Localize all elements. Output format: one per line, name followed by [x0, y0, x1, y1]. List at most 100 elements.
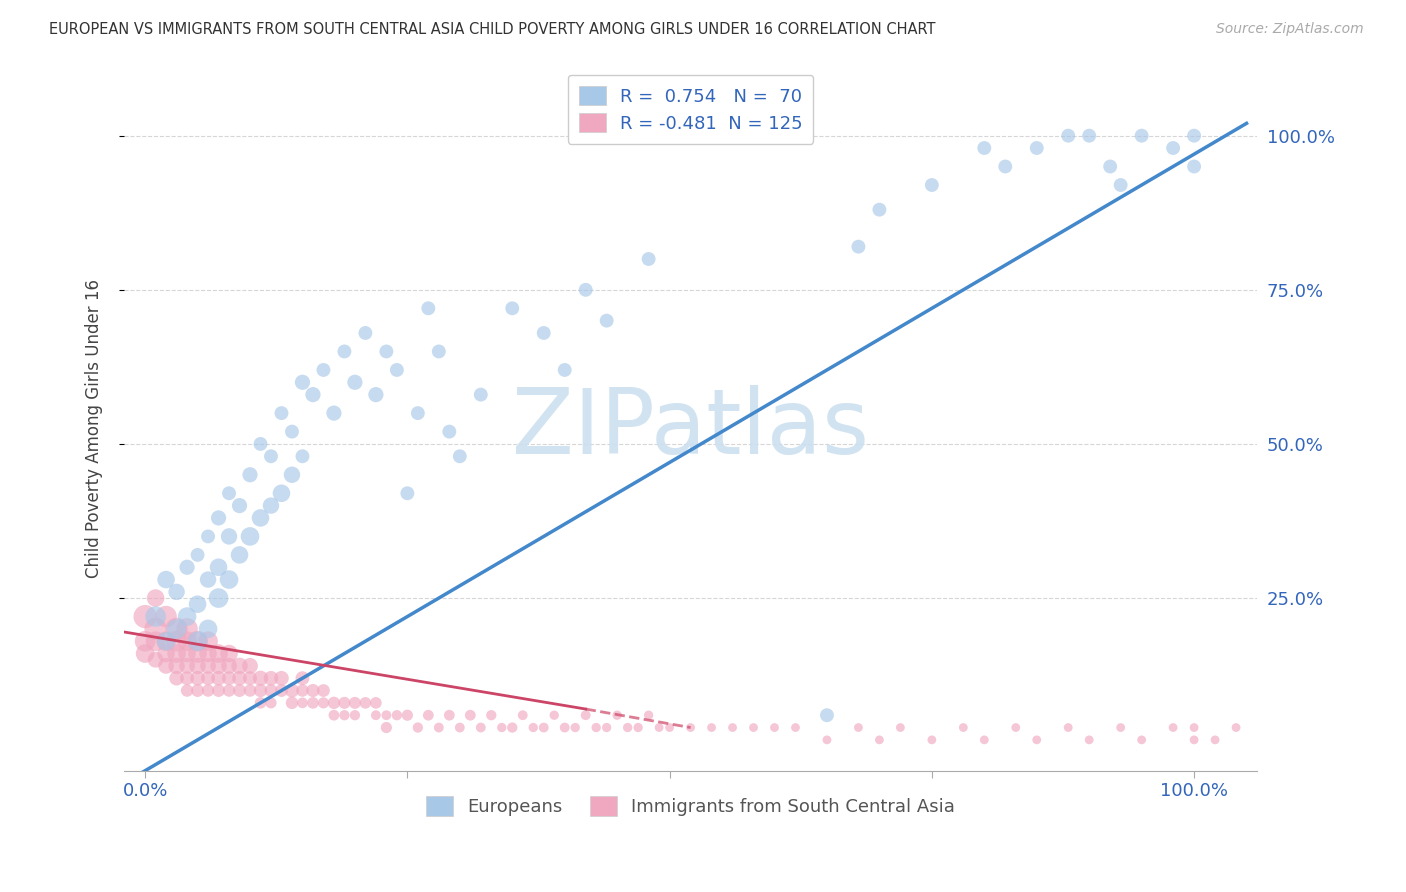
Point [1078, 732, 1101, 747]
Point [291, 696, 314, 710]
Point [427, 721, 450, 735]
Point [176, 609, 198, 624]
Point [312, 363, 335, 377]
Point [291, 450, 314, 464]
Point [785, 721, 807, 735]
Point [155, 634, 177, 648]
Point [449, 721, 471, 735]
Point [155, 659, 177, 673]
Point [218, 486, 240, 500]
Point [1109, 721, 1132, 735]
Point [343, 708, 366, 723]
Point [166, 622, 188, 636]
Point [921, 178, 943, 192]
Point [197, 683, 219, 698]
Point [375, 708, 398, 723]
Point [868, 202, 890, 217]
Point [396, 708, 419, 723]
Point [323, 696, 346, 710]
Point [145, 634, 167, 648]
Point [1025, 732, 1047, 747]
Point [166, 647, 188, 661]
Point [973, 141, 995, 155]
Point [228, 683, 250, 698]
Point [260, 499, 283, 513]
Point [197, 659, 219, 673]
Point [155, 609, 177, 624]
Point [1057, 128, 1080, 143]
Point [155, 647, 177, 661]
Point [627, 721, 650, 735]
Point [343, 696, 366, 710]
Point [742, 721, 765, 735]
Point [176, 659, 198, 673]
Point [145, 591, 167, 605]
Point [1004, 721, 1026, 735]
Point [470, 387, 492, 401]
Point [396, 486, 419, 500]
Point [176, 683, 198, 698]
Point [187, 647, 209, 661]
Point [207, 511, 229, 525]
Point [479, 708, 502, 723]
Point [700, 721, 723, 735]
Point [155, 634, 177, 648]
Point [187, 597, 209, 611]
Y-axis label: Child Poverty Among Girls Under 16: Child Poverty Among Girls Under 16 [86, 279, 103, 578]
Point [291, 683, 314, 698]
Point [166, 659, 188, 673]
Point [470, 721, 492, 735]
Point [239, 529, 262, 543]
Text: ZIPatlas: ZIPatlas [512, 384, 869, 473]
Point [554, 363, 576, 377]
Point [197, 634, 219, 648]
Point [187, 671, 209, 685]
Point [166, 634, 188, 648]
Point [239, 683, 262, 698]
Point [333, 696, 356, 710]
Point [564, 721, 586, 735]
Point [155, 573, 177, 587]
Point [218, 659, 240, 673]
Point [166, 622, 188, 636]
Point [1161, 721, 1184, 735]
Point [218, 671, 240, 685]
Point [249, 696, 271, 710]
Point [406, 721, 429, 735]
Point [187, 634, 209, 648]
Point [260, 450, 283, 464]
Point [260, 696, 283, 710]
Point [512, 708, 534, 723]
Point [323, 406, 346, 420]
Point [239, 467, 262, 482]
Point [207, 560, 229, 574]
Point [249, 683, 271, 698]
Point [166, 585, 188, 599]
Point [176, 634, 198, 648]
Point [543, 708, 565, 723]
Point [354, 696, 377, 710]
Point [952, 721, 974, 735]
Point [1204, 732, 1226, 747]
Point [197, 647, 219, 661]
Point [207, 591, 229, 605]
Point [848, 721, 870, 735]
Point [302, 387, 325, 401]
Point [637, 708, 659, 723]
Point [354, 326, 377, 340]
Point [176, 671, 198, 685]
Point [134, 647, 156, 661]
Point [166, 671, 188, 685]
Point [973, 732, 995, 747]
Point [207, 671, 229, 685]
Point [1182, 721, 1205, 735]
Point [501, 721, 523, 735]
Point [921, 732, 943, 747]
Point [197, 573, 219, 587]
Point [281, 425, 304, 439]
Point [270, 406, 292, 420]
Point [197, 529, 219, 543]
Point [595, 721, 617, 735]
Point [575, 283, 598, 297]
Point [364, 387, 387, 401]
